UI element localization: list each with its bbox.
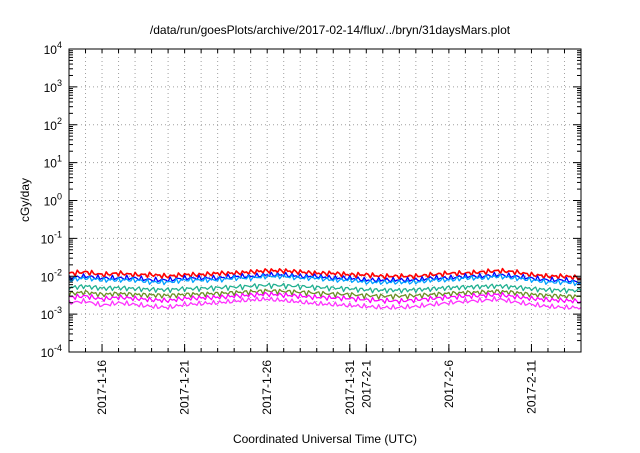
x-axis: 2017-1-16 2017-1-21 2017-1-26 2017-1-31 2017…: [68, 49, 582, 415]
y-tick-label: 103: [44, 78, 62, 95]
chart-title: /data/run/goesPlots/archive/2017-02-14/f…: [150, 23, 511, 37]
y-axis-label: cGy/day: [18, 178, 32, 222]
series-line-2: [68, 271, 582, 285]
x-tick-label: 2017-2-6: [442, 360, 456, 408]
series-line-1: [68, 267, 582, 281]
x-axis-label: Coordinated Universal Time (UTC): [233, 432, 417, 446]
x-tick-label: 2017-1-16: [95, 360, 109, 415]
series-line-3: [68, 273, 582, 287]
y-tick-label: 100: [44, 192, 62, 209]
series-layer: [68, 267, 582, 310]
y-tick-label: 10-3: [41, 305, 62, 322]
x-tick-label: 2017-1-21: [178, 360, 192, 415]
series-line-7: [68, 296, 582, 310]
y-axis: 10-4 10-3 10-2 10-1 100 101 102 103 104: [41, 40, 581, 360]
series-line-4: [68, 282, 582, 294]
series-line-6: [69, 291, 582, 305]
y-tick-label: 10-1: [41, 229, 62, 246]
x-tick-label: 2017-1-26: [260, 360, 274, 415]
y-tick-label: 101: [44, 154, 62, 171]
y-tick-label: 10-2: [41, 267, 62, 284]
y-tick-label: 104: [44, 40, 62, 57]
x-tick-label: 2017-1-31: [343, 360, 357, 415]
x-tick-label: 2017-2-1: [359, 360, 373, 408]
x-tick-label: 2017-2-11: [524, 360, 538, 414]
y-tick-label: 10-4: [41, 343, 62, 360]
y-tick-label: 102: [44, 116, 62, 133]
series-line-5: [68, 288, 582, 300]
